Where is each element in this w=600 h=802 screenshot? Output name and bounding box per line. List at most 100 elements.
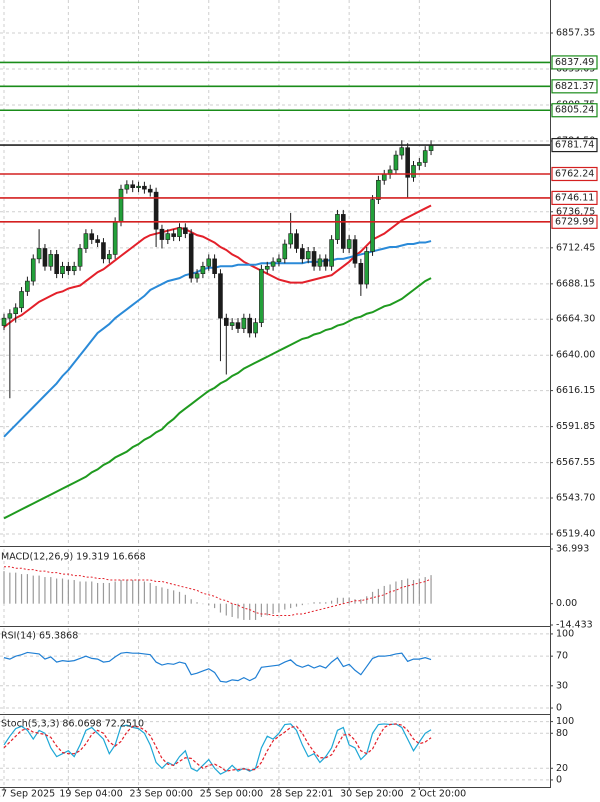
candle-body: [270, 261, 276, 267]
macd-bar: [225, 603, 227, 616]
candle-body: [405, 147, 410, 178]
macd-bar: [120, 580, 122, 604]
macd-bar: [15, 572, 17, 604]
macd-bar: [307, 603, 309, 605]
macd-bar: [32, 575, 34, 604]
macd-bar: [67, 580, 69, 604]
candle-body: [130, 184, 135, 188]
candle-body: [352, 239, 358, 264]
candle-body: [422, 150, 428, 163]
macd-bar: [184, 594, 186, 604]
y-tick-label: 6616.15: [556, 385, 595, 396]
candle-body: [364, 251, 370, 285]
candle-body: [229, 322, 235, 326]
macd-bar: [196, 602, 198, 604]
macd-bar: [161, 587, 163, 604]
candle-body: [264, 265, 270, 270]
macd-bar: [126, 580, 128, 604]
candle-body: [200, 265, 206, 274]
candle-body: [101, 242, 106, 260]
macd-bar: [9, 572, 11, 604]
candle-body: [259, 268, 264, 323]
candle-body: [188, 233, 194, 279]
price-level-label: 6837.49: [555, 57, 594, 68]
macd-bar: [348, 597, 350, 604]
candle-body: [54, 254, 59, 274]
candle-body: [323, 258, 329, 267]
x-tick-label: 30 Sep 20:00: [340, 789, 403, 800]
y-tick-label: 0: [556, 774, 562, 785]
macd-bar: [254, 603, 257, 620]
y-tick-label: -14.433: [556, 620, 593, 631]
y-tick-label: 100: [556, 628, 574, 639]
macd-bar: [3, 571, 5, 604]
candle-body: [13, 307, 18, 315]
candle-body: [253, 322, 258, 334]
macd-bar: [190, 599, 192, 604]
x-tick-label: 25 Sep 00:00: [200, 789, 263, 800]
macd-bar: [272, 603, 274, 615]
candle-body: [317, 258, 323, 267]
macd-bar: [249, 603, 251, 620]
macd-bar: [202, 603, 204, 605]
y-tick-label: 6567.55: [556, 457, 595, 468]
macd-bar: [114, 581, 116, 604]
macd-bar: [366, 596, 368, 604]
macd-bar: [219, 603, 222, 613]
candle-body: [171, 233, 176, 237]
macd-bar: [290, 603, 292, 609]
macd-signal: [4, 566, 432, 616]
macd-bar: [331, 600, 333, 604]
candle-body: [124, 184, 130, 190]
candle-body: [206, 258, 212, 267]
candle-body: [7, 313, 13, 319]
y-tick-label: 30: [556, 680, 568, 691]
candle-body: [118, 188, 124, 223]
macd-bar: [395, 581, 397, 604]
candle-body: [30, 258, 36, 282]
macd-bar: [73, 580, 75, 604]
candle-body: [153, 191, 159, 230]
candle-body: [71, 265, 77, 272]
candle-body: [335, 214, 340, 240]
candle-body: [147, 188, 153, 193]
candle-body: [393, 154, 399, 171]
y-tick-label: 6688.15: [556, 278, 595, 289]
y-tick-label: 6543.70: [556, 493, 595, 504]
candle-body: [1, 317, 7, 326]
candle-body: [218, 273, 223, 319]
macd-bar: [319, 602, 321, 604]
macd-bar: [237, 603, 239, 619]
macd-bar: [102, 582, 105, 604]
candle-body: [165, 233, 171, 240]
candle-body: [399, 147, 405, 156]
price-level-box: [551, 103, 598, 118]
macd-bar: [91, 581, 93, 604]
candle-body: [142, 185, 147, 190]
candle-body: [66, 265, 71, 272]
macd-bar: [360, 599, 362, 604]
candle-body: [159, 228, 165, 240]
macd-bar: [418, 578, 420, 604]
macd-bar: [266, 603, 268, 616]
macd-bar: [155, 585, 157, 604]
x-tick-label: 28 Sep 22:01: [270, 789, 333, 800]
candle-body: [83, 233, 89, 249]
macd-bar: [149, 582, 151, 604]
x-tick-label: 2 Oct 20:00: [410, 789, 466, 800]
price-level-label: 6729.99: [555, 216, 594, 227]
macd-bar: [38, 575, 40, 604]
x-tick-label: 17 Sep 2025: [0, 789, 55, 800]
price-level-box: [551, 166, 598, 182]
candle-body: [428, 144, 434, 151]
y-tick-label: 20: [556, 763, 568, 774]
price-level-box: [551, 190, 598, 206]
macd-bar: [97, 582, 99, 604]
price-level-box: [551, 55, 598, 70]
y-tick-label: 6640.00: [556, 350, 595, 361]
macd-bar: [424, 577, 426, 604]
price-level-label: 6746.11: [555, 192, 594, 203]
candle-body: [305, 251, 311, 260]
candle-body: [300, 248, 305, 260]
